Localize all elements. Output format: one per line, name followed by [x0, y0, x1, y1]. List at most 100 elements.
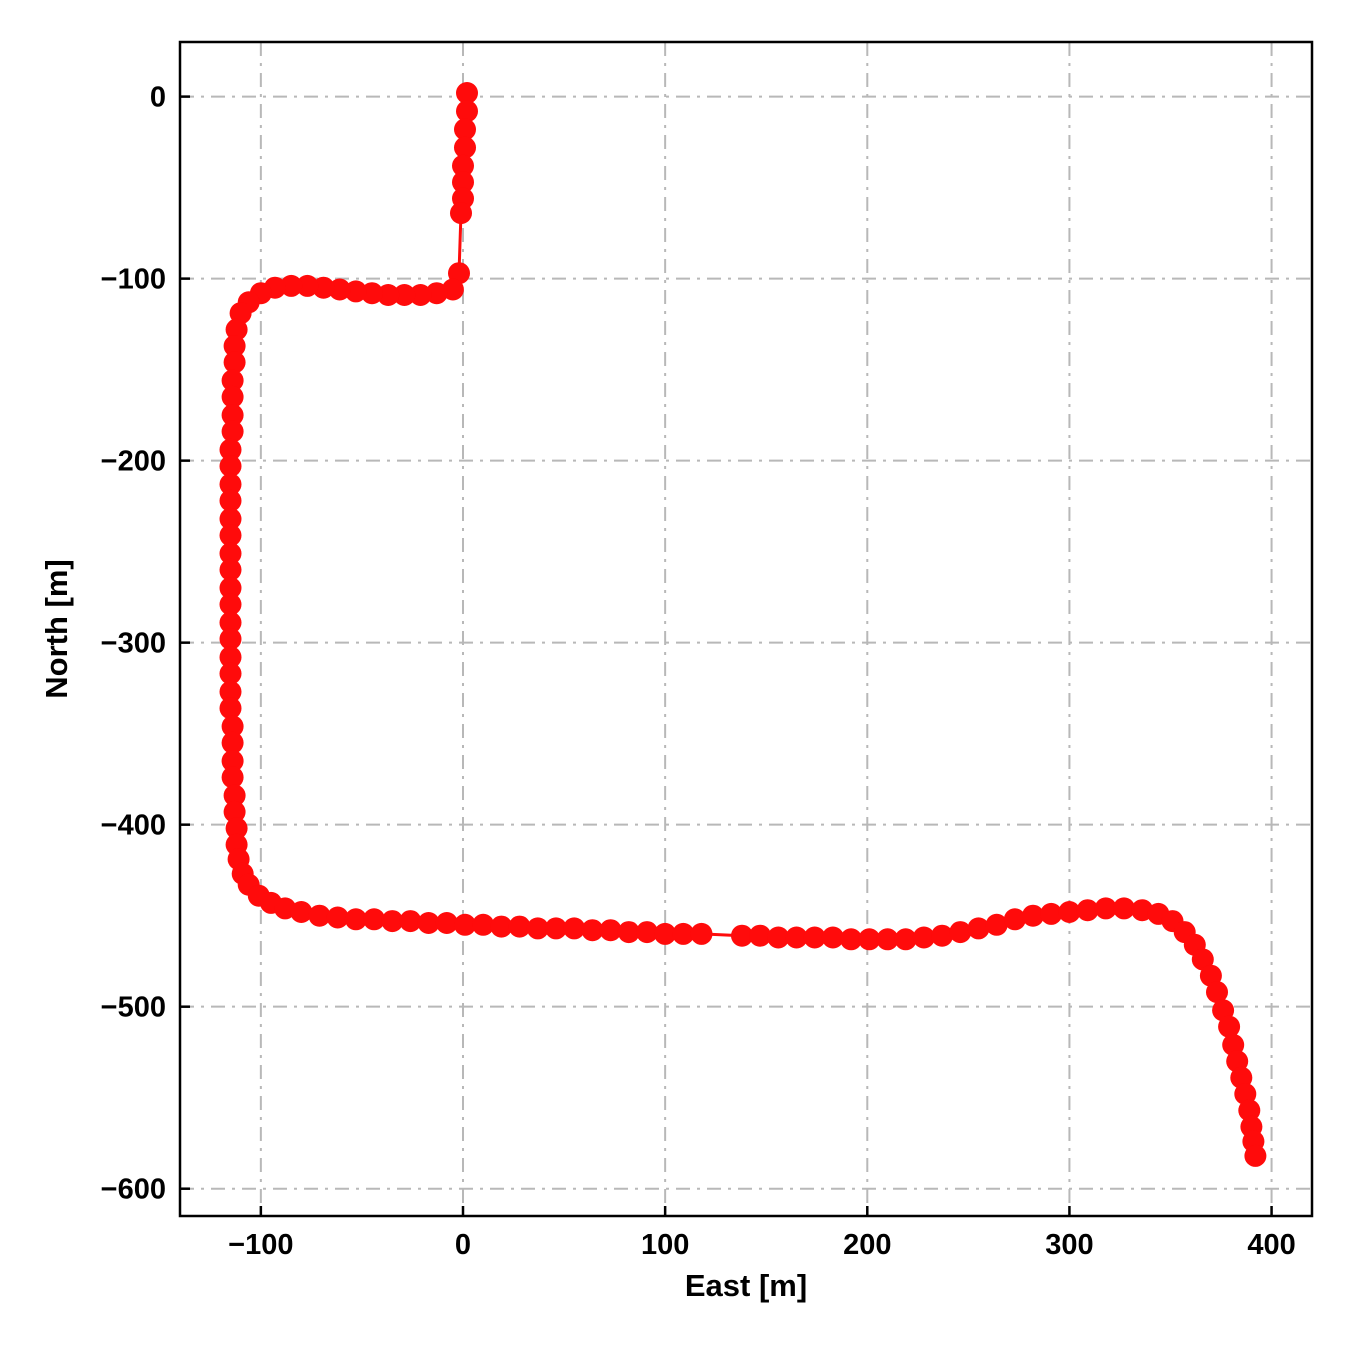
data-point — [545, 917, 567, 940]
data-point — [1222, 1033, 1245, 1056]
y-tick-label: −400 — [101, 810, 166, 842]
data-point — [221, 404, 244, 427]
data-point — [280, 274, 303, 297]
x-tick-label: 100 — [641, 1229, 689, 1261]
x-tick-label: −100 — [228, 1229, 293, 1261]
data-point — [785, 926, 808, 949]
data-point — [1003, 908, 1026, 931]
plot-border — [178, 40, 1314, 1218]
data-point — [221, 731, 244, 754]
data-point — [1022, 904, 1044, 927]
data-point — [221, 369, 244, 392]
data-point — [985, 913, 1008, 936]
data-point — [526, 917, 549, 940]
data-point — [858, 928, 881, 951]
data-point — [296, 274, 319, 297]
data-point — [219, 455, 242, 478]
data-point — [1218, 1015, 1241, 1038]
data-point — [452, 154, 474, 177]
data-point — [223, 351, 246, 374]
data-point — [225, 817, 248, 840]
data-point — [221, 715, 244, 738]
x-tick-label: 300 — [1045, 1229, 1093, 1261]
data-point — [508, 915, 531, 938]
data-point — [219, 646, 242, 669]
data-point — [912, 926, 935, 949]
data-point — [1238, 1099, 1261, 1122]
data-point — [435, 912, 458, 934]
data-point — [490, 915, 513, 938]
data-point — [1191, 948, 1214, 971]
data-point — [229, 302, 252, 325]
data-point — [690, 922, 713, 945]
data-point — [219, 507, 242, 530]
data-point — [803, 926, 826, 949]
data-point — [344, 280, 367, 303]
data-point — [636, 921, 658, 944]
data-point — [312, 276, 335, 299]
data-point — [1234, 1083, 1257, 1105]
data-point — [599, 919, 622, 942]
data-point — [654, 922, 677, 945]
data-point — [1094, 897, 1117, 920]
data-point — [393, 284, 416, 306]
data-point — [949, 921, 972, 944]
data-point — [1040, 902, 1063, 925]
data-point — [452, 171, 474, 194]
data-point — [219, 577, 242, 599]
data-point — [219, 680, 242, 703]
data-point — [308, 904, 331, 927]
y-tick-label: −200 — [101, 446, 166, 478]
data-point — [221, 766, 244, 789]
data-point — [472, 913, 495, 936]
data-point — [221, 750, 244, 772]
data-point — [749, 924, 772, 947]
data-point — [221, 420, 244, 443]
data-point — [417, 912, 440, 934]
y-tick-label: 0 — [150, 82, 166, 114]
trajectory-line — [229, 93, 1257, 1157]
data-point — [219, 438, 242, 461]
data-point — [456, 100, 478, 123]
data-point — [1113, 897, 1135, 920]
data-point — [225, 318, 248, 341]
data-point — [219, 628, 242, 650]
data-point — [1206, 981, 1228, 1004]
x-tick-label: 400 — [1247, 1229, 1295, 1261]
data-point — [581, 919, 604, 942]
data-point — [454, 136, 476, 159]
data-point — [409, 284, 432, 306]
data-point — [617, 921, 640, 944]
data-point — [290, 901, 313, 923]
data-point — [219, 558, 242, 581]
data-point — [454, 913, 476, 936]
data-point — [731, 924, 753, 947]
data-point — [223, 800, 246, 823]
data-point — [326, 906, 349, 929]
data-point — [456, 82, 478, 104]
data-point — [399, 910, 422, 933]
data-point — [223, 784, 246, 807]
data-point — [967, 917, 990, 940]
data-point — [219, 542, 242, 565]
data-point — [361, 282, 383, 305]
data-point — [821, 926, 844, 949]
data-point — [450, 202, 472, 225]
data-point — [221, 385, 244, 408]
y-tick-label: −300 — [101, 628, 166, 660]
data-point — [219, 611, 242, 634]
data-point — [219, 489, 242, 512]
data-point — [377, 284, 400, 306]
data-point — [219, 593, 242, 616]
data-point — [1244, 1144, 1267, 1167]
x-tick-label: 200 — [843, 1229, 891, 1261]
data-point — [672, 922, 695, 945]
data-point — [219, 524, 242, 547]
data-point — [381, 910, 404, 933]
x-axis-label: East [m] — [684, 1268, 808, 1303]
y-tick-label: −600 — [101, 1174, 166, 1206]
data-point — [894, 928, 917, 951]
data-point — [563, 917, 586, 940]
